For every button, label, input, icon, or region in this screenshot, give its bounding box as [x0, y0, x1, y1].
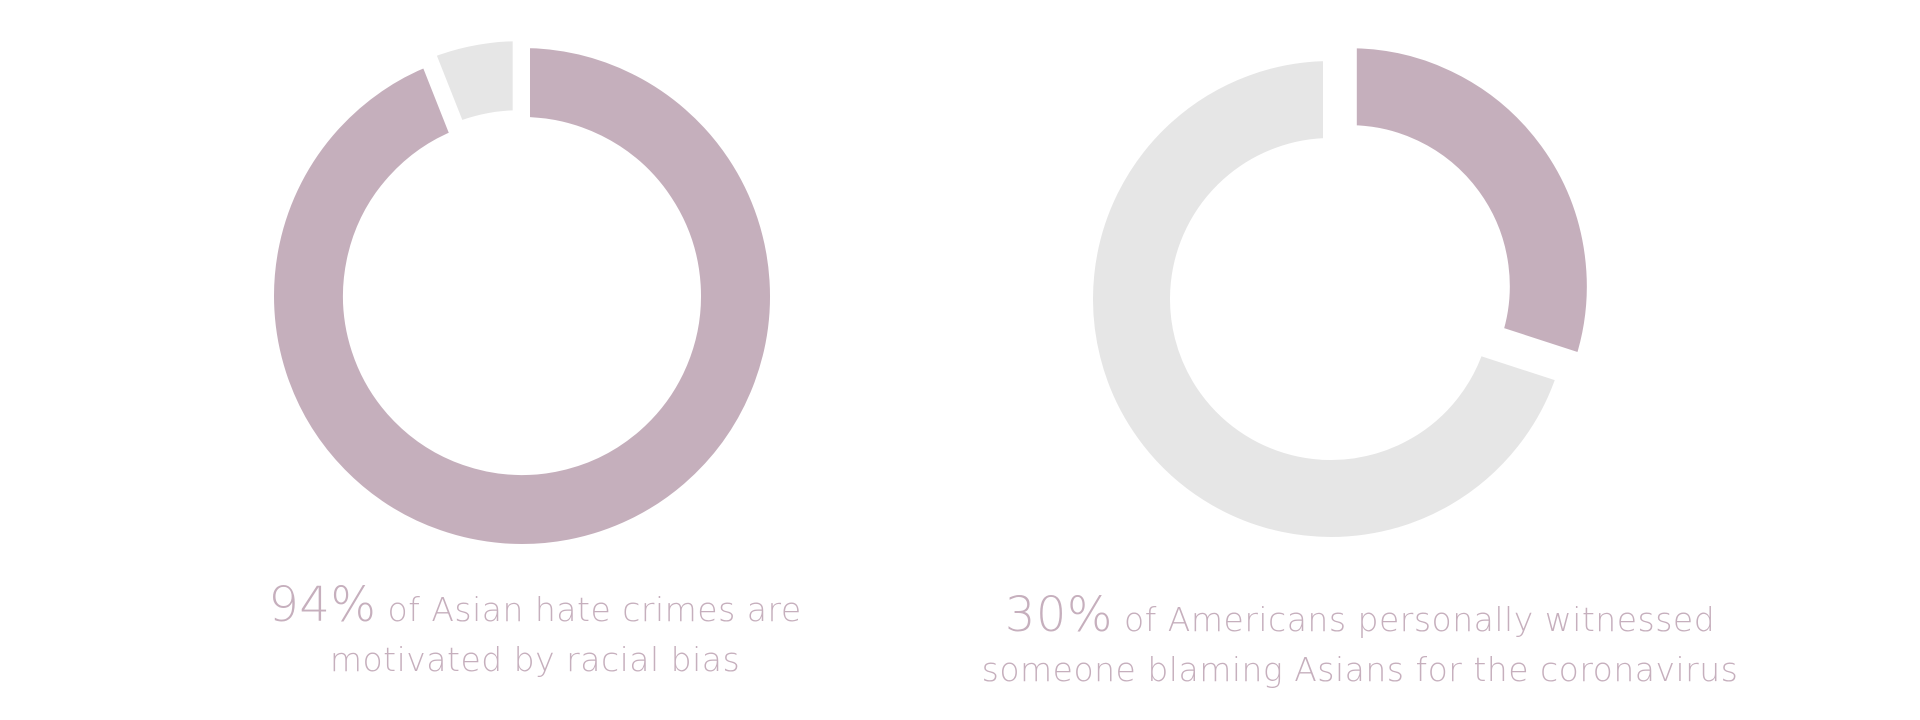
donut-0-slice-1 — [416, 25, 529, 141]
caption-value: 94% — [268, 577, 377, 633]
caption-hate-crimes: 94% of Asian hate crimes are motivated b… — [235, 580, 835, 685]
donut-1-slice-1 — [1077, 44, 1576, 553]
caption-line2: motivated by racial bias — [329, 640, 741, 679]
donut-1-slice-0 — [1340, 32, 1603, 373]
caption-witnessed: 30% of Americans personally witnessed so… — [960, 590, 1760, 695]
caption-value: 30% — [1004, 587, 1113, 643]
donut-0-slice-0 — [258, 31, 786, 560]
caption-line1: of Asian hate crimes are — [387, 590, 802, 629]
caption-line2: someone blaming Asians for the coronavir… — [981, 650, 1739, 689]
caption-line1: of Americans personally witnessed — [1124, 600, 1716, 639]
